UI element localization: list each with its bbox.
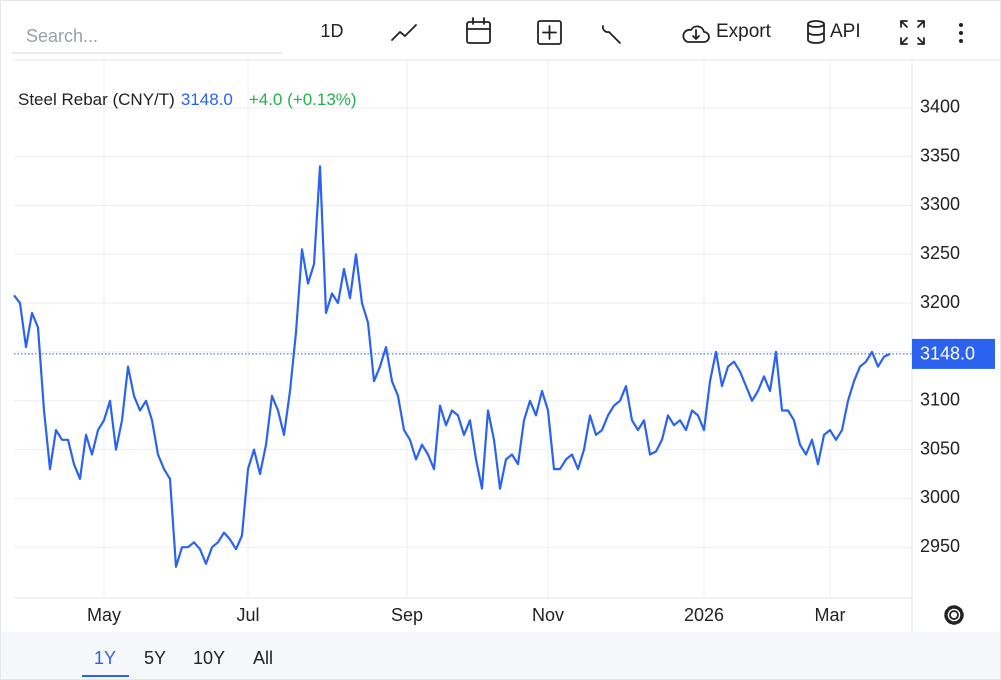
x-tick-label: Mar — [815, 605, 846, 625]
y-tick-label: 3000 — [920, 487, 960, 507]
range-button[interactable]: All — [253, 648, 273, 668]
y-tick-label: 3300 — [920, 194, 960, 214]
last-price-label: 3148.0 — [920, 344, 975, 364]
range-button[interactable]: 10Y — [193, 648, 225, 668]
api-icon[interactable] — [807, 20, 825, 44]
legend-title: Steel Rebar (CNY/T) 3148.0 +4.0 (+0.13%) — [18, 90, 357, 109]
y-tick-label: 3350 — [920, 145, 960, 165]
x-tick-label: May — [87, 605, 121, 625]
toolbar: Search... 1D Export API — [12, 17, 963, 54]
more-icon[interactable] — [959, 23, 963, 43]
x-tick-label: Sep — [391, 605, 423, 625]
settings-wrench-icon[interactable] — [602, 25, 621, 44]
last-price-badge — [912, 338, 995, 369]
y-tick-label: 3050 — [920, 438, 960, 458]
y-tick-label: 3250 — [920, 243, 960, 263]
range-button[interactable]: 5Y — [144, 648, 166, 668]
y-tick-label: 3200 — [920, 292, 960, 312]
export-icon[interactable] — [682, 25, 710, 43]
axis-settings-icon[interactable] — [944, 605, 964, 625]
export-button[interactable]: Export — [716, 21, 772, 42]
fullscreen-icon[interactable] — [900, 20, 925, 45]
range-bar — [1, 632, 1000, 679]
last-price: 3148.0 — [181, 90, 233, 109]
x-tick-label: Nov — [532, 605, 564, 625]
x-tick-label: 2026 — [684, 605, 724, 625]
search-input[interactable]: Search... — [26, 26, 98, 46]
calendar-icon[interactable] — [466, 17, 491, 44]
plot: 2950300030503100315032003250330033503400… — [13, 60, 995, 625]
add-icon[interactable] — [537, 20, 562, 45]
series-name: Steel Rebar (CNY/T) — [18, 90, 175, 109]
y-tick-label: 2950 — [920, 536, 960, 556]
chart-type-icon[interactable] — [391, 24, 417, 41]
y-tick-label: 3100 — [920, 390, 960, 410]
api-button[interactable]: API — [830, 21, 861, 42]
range-buttons: 1Y 5Y 10Y All — [82, 648, 273, 677]
price-line — [13, 165, 891, 568]
range-button[interactable]: 1Y — [94, 648, 116, 668]
x-tick-label: Jul — [236, 605, 259, 625]
interval-button[interactable]: 1D — [320, 21, 343, 41]
y-tick-label: 3400 — [920, 97, 960, 117]
price-change: +4.0 (+0.13%) — [249, 90, 357, 109]
